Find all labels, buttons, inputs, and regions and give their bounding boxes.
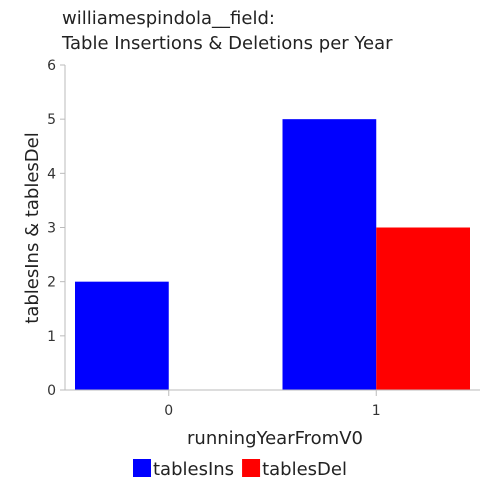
y-axis-ticks: 0 1 2 3 4 5 6 [47,58,65,399]
legend: tablesIns tablesDel [133,459,347,480]
legend-swatch-tablesIns [133,459,151,477]
bars-group [75,119,470,391]
legend-label-tablesIns: tablesIns [153,459,234,480]
bar-tablesDel-1 [376,227,470,390]
y-tick-label: 1 [47,329,56,345]
x-tick-label: 1 [372,403,381,419]
chart-title: williamespindola__field: Table Insertion… [61,8,393,54]
y-tick-label: 0 [47,383,56,399]
bar-tablesIns-1 [282,119,377,391]
y-tick-label: 5 [47,112,56,128]
y-tick-label: 4 [47,166,56,182]
x-axis-title: runningYearFromV0 [187,428,363,449]
legend-label-tablesDel: tablesDel [262,459,347,480]
chart-title-line-2: Table Insertions & Deletions per Year [61,33,393,54]
y-tick-label: 2 [47,275,56,291]
chart-title-line-1: williamespindola__field: [62,8,275,29]
legend-swatch-tablesDel [242,459,261,477]
y-tick-label: 3 [47,221,56,237]
bar-tablesIns-0 [75,281,169,390]
y-tick-label: 6 [47,58,56,74]
x-tick-label: 0 [164,403,173,419]
y-axis-title: tablesIns & tablesDel [22,132,43,323]
